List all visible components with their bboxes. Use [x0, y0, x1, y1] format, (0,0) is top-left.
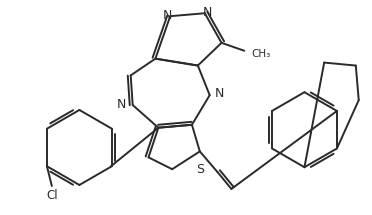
Text: S: S — [196, 163, 204, 176]
Text: Cl: Cl — [46, 189, 58, 202]
Text: N: N — [163, 9, 172, 22]
Text: N: N — [116, 98, 126, 111]
Text: N: N — [215, 87, 224, 100]
Text: CH₃: CH₃ — [251, 49, 270, 59]
Text: N: N — [203, 6, 212, 19]
